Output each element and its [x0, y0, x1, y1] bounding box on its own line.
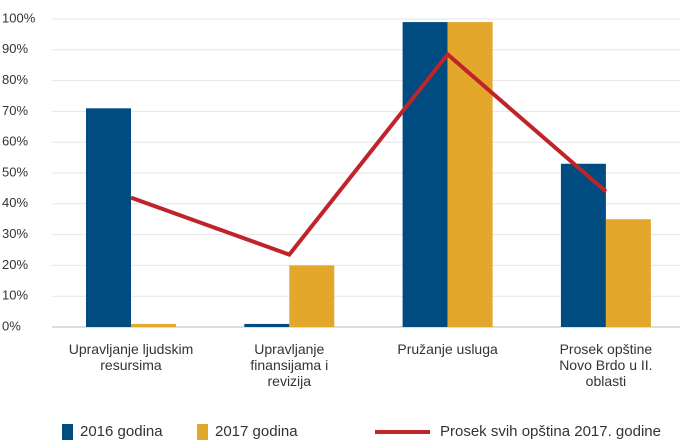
bar [402, 22, 448, 328]
y-tick-label: 0% [2, 318, 21, 333]
y-tick-label: 20% [2, 257, 28, 272]
y-tick-label: 40% [2, 195, 28, 210]
x-tick-label: Prosek opštine Novo Brdo u II. oblasti [559, 341, 653, 389]
x-tick-label: Upravljanje ljudskim resursima [68, 341, 194, 373]
legend-label: Prosek svih opština 2017. godine [440, 423, 661, 440]
bar [244, 323, 290, 327]
bar [131, 323, 176, 327]
y-tick-label: 30% [2, 226, 28, 241]
y-tick-label: 90% [2, 41, 28, 56]
y-tick-label: 50% [2, 164, 28, 179]
bar [289, 265, 335, 327]
y-tick-label: 80% [2, 72, 28, 87]
x-tick-label: Pružanje usluga [397, 341, 498, 357]
x-tick-label: Upravljanje finansijama i revizija [250, 341, 329, 389]
y-tick-label: 60% [2, 134, 28, 149]
y-tick-label: 70% [2, 103, 28, 118]
bar [86, 108, 131, 327]
legend-swatch [62, 424, 73, 440]
legend-swatch [197, 424, 208, 440]
y-tick-label: 10% [2, 288, 28, 303]
bar [605, 219, 651, 327]
line [130, 51, 608, 257]
bar [447, 22, 493, 328]
legend-label: 2016 godina [80, 423, 163, 440]
y-tick-label: 100% [2, 10, 36, 25]
legend-label: 2017 godina [215, 423, 298, 440]
bar [560, 163, 606, 327]
